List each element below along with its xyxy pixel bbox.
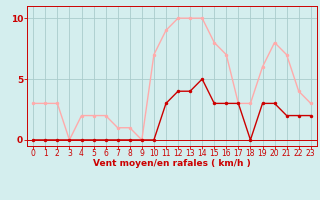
X-axis label: Vent moyen/en rafales ( km/h ): Vent moyen/en rafales ( km/h ) xyxy=(93,159,251,168)
